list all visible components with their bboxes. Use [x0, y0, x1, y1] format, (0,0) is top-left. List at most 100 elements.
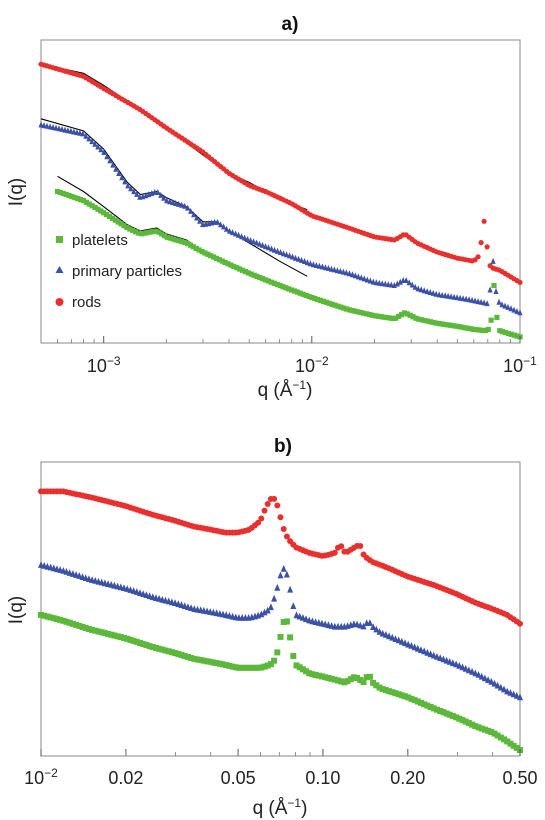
b-point-platelets — [73, 621, 80, 628]
b-point-platelets — [338, 678, 345, 685]
a-point-primary-particles — [307, 260, 313, 267]
a-point-platelets — [202, 250, 208, 256]
a-point-platelets — [138, 231, 144, 237]
a-point-primary-particles — [254, 239, 260, 246]
a-point-primary-particles — [493, 288, 499, 294]
panel-a-plot-area — [38, 61, 523, 340]
a-point-primary-particles — [245, 235, 251, 242]
b-point-rods — [277, 514, 284, 521]
a-point-platelets — [219, 258, 225, 264]
a-point-platelets — [494, 314, 500, 320]
b-point-platelets — [411, 697, 418, 704]
a-point-platelets — [294, 289, 300, 295]
a-point-platelets — [167, 235, 173, 241]
b-point-primary-particles — [287, 585, 294, 593]
a-point-platelets — [315, 296, 321, 303]
a-point-platelets — [401, 310, 407, 316]
a-point-platelets — [225, 261, 231, 267]
a-point-platelets — [265, 278, 272, 284]
a-point-platelets — [150, 229, 156, 235]
a-point-primary-particles — [325, 264, 331, 271]
a-point-primary-particles — [466, 296, 472, 303]
legend-label-rods: rods — [72, 294, 101, 311]
a-point-platelets — [54, 188, 61, 195]
a-point-platelets — [355, 309, 361, 315]
a-point-platelets — [436, 321, 442, 327]
a-point-platelets — [205, 251, 211, 257]
a-point-platelets — [245, 270, 251, 276]
a-point-rods — [475, 254, 481, 260]
a-point-primary-particles — [77, 129, 83, 136]
b-point-platelets — [437, 708, 444, 714]
a-point-primary-particles — [262, 243, 269, 250]
b-point-platelets — [117, 634, 124, 641]
a-point-platelets — [208, 253, 214, 259]
b-point-platelets — [98, 629, 105, 636]
a-point-primary-particles — [104, 153, 110, 160]
a-point-primary-particles — [292, 254, 299, 261]
b-point-platelets — [130, 637, 137, 644]
a-point-platelets — [153, 228, 159, 234]
a-point-primary-particles — [185, 204, 191, 211]
b-point-primary-particles — [446, 658, 453, 665]
a-point-primary-particles — [221, 223, 227, 230]
a-point-primary-particles — [161, 194, 167, 201]
b-point-platelets — [267, 661, 274, 668]
b-point-primary-particles — [376, 628, 383, 635]
a-point-platelets — [462, 325, 468, 331]
a-point-platelets — [248, 271, 254, 277]
b-point-platelets — [408, 695, 415, 702]
b-point-platelets — [149, 644, 156, 651]
a-point-platelets — [450, 323, 457, 329]
a-point-primary-particles — [65, 127, 71, 134]
b-point-primary-particles — [437, 654, 444, 661]
a-point-platelets — [289, 287, 295, 293]
a-point-platelets — [83, 199, 89, 205]
a-point-primary-particles — [44, 122, 50, 129]
b-point-platelets — [172, 650, 179, 656]
b-point-primary-particles — [517, 693, 523, 701]
b-point-primary-particles — [494, 681, 501, 689]
b-point-rods — [255, 519, 262, 526]
a-point-platelets — [338, 304, 344, 310]
b-point-primary-particles — [398, 637, 405, 645]
b-point-platelets — [328, 675, 335, 682]
a-point-platelets — [344, 306, 350, 312]
a-point-primary-particles — [334, 267, 340, 274]
a-point-platelets — [222, 259, 228, 265]
a-point-primary-particles — [364, 276, 370, 283]
a-point-primary-particles — [472, 297, 478, 304]
a-point-platelets — [271, 280, 277, 286]
a-point-platelets — [78, 197, 84, 203]
b-point-platelets — [341, 679, 348, 686]
b-point-rods — [280, 526, 287, 532]
a-point-primary-particles — [283, 251, 290, 258]
b-x-tick-label: 0.02 — [108, 768, 143, 788]
a-point-primary-particles — [397, 278, 403, 285]
a-point-primary-particles — [331, 266, 337, 273]
b-point-platelets — [469, 721, 476, 728]
b-point-platelets — [421, 701, 428, 708]
a-point-primary-particles — [170, 199, 176, 206]
a-point-primary-particles — [80, 130, 86, 137]
a-point-primary-particles — [251, 238, 257, 245]
b-point-primary-particles — [430, 651, 437, 659]
a-point-platelets — [231, 263, 237, 269]
a-point-platelets — [346, 307, 352, 313]
a-point-platelets — [393, 315, 399, 321]
a-point-primary-particles — [454, 294, 460, 301]
b-point-platelets — [427, 704, 434, 710]
a-point-platelets — [196, 247, 202, 253]
a-point-platelets — [170, 236, 176, 242]
b-point-platelets — [223, 662, 230, 669]
b-point-primary-particles — [504, 687, 511, 695]
b-x-tick-label: 0.50 — [502, 768, 537, 788]
b-point-primary-particles — [370, 623, 377, 630]
b-point-primary-particles — [274, 583, 281, 591]
a-point-platelets — [109, 215, 115, 221]
b-point-primary-particles — [414, 644, 421, 652]
a-point-primary-particles — [499, 301, 505, 308]
a-point-primary-particles — [328, 265, 334, 272]
a-point-primary-particles — [224, 225, 230, 232]
b-point-primary-particles — [485, 676, 492, 683]
